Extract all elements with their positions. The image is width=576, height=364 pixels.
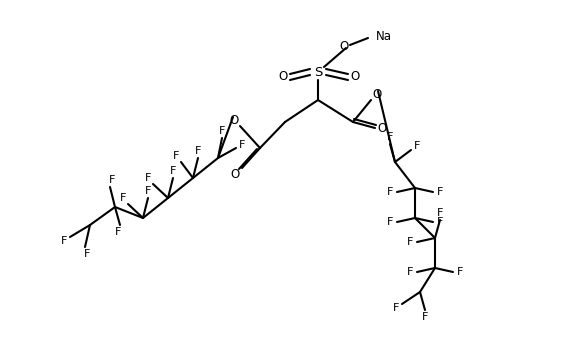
Text: F: F: [84, 249, 90, 259]
Text: F: F: [407, 267, 413, 277]
Text: F: F: [393, 303, 399, 313]
Text: O: O: [350, 71, 359, 83]
Text: Na: Na: [376, 29, 392, 43]
Text: O: O: [377, 122, 386, 135]
Text: F: F: [387, 217, 393, 227]
Text: F: F: [414, 141, 420, 151]
Text: F: F: [219, 126, 225, 136]
Text: F: F: [109, 175, 115, 185]
Text: F: F: [437, 187, 443, 197]
Text: F: F: [61, 236, 67, 246]
Text: F: F: [437, 217, 443, 227]
Text: F: F: [239, 140, 245, 150]
Text: F: F: [387, 132, 393, 142]
Text: F: F: [120, 193, 126, 203]
Text: F: F: [115, 227, 121, 237]
Text: F: F: [457, 267, 463, 277]
Text: O: O: [278, 71, 287, 83]
Text: F: F: [145, 186, 151, 196]
Text: F: F: [195, 146, 201, 156]
Text: F: F: [173, 151, 179, 161]
Text: O: O: [229, 114, 238, 127]
Text: F: F: [170, 166, 176, 176]
Text: F: F: [422, 312, 428, 322]
Text: O: O: [339, 40, 348, 52]
Text: S: S: [314, 66, 322, 79]
Text: O: O: [230, 169, 240, 182]
Text: O: O: [372, 87, 382, 100]
Text: F: F: [387, 187, 393, 197]
Text: F: F: [437, 208, 443, 218]
Text: F: F: [407, 237, 413, 247]
Text: F: F: [145, 173, 151, 183]
